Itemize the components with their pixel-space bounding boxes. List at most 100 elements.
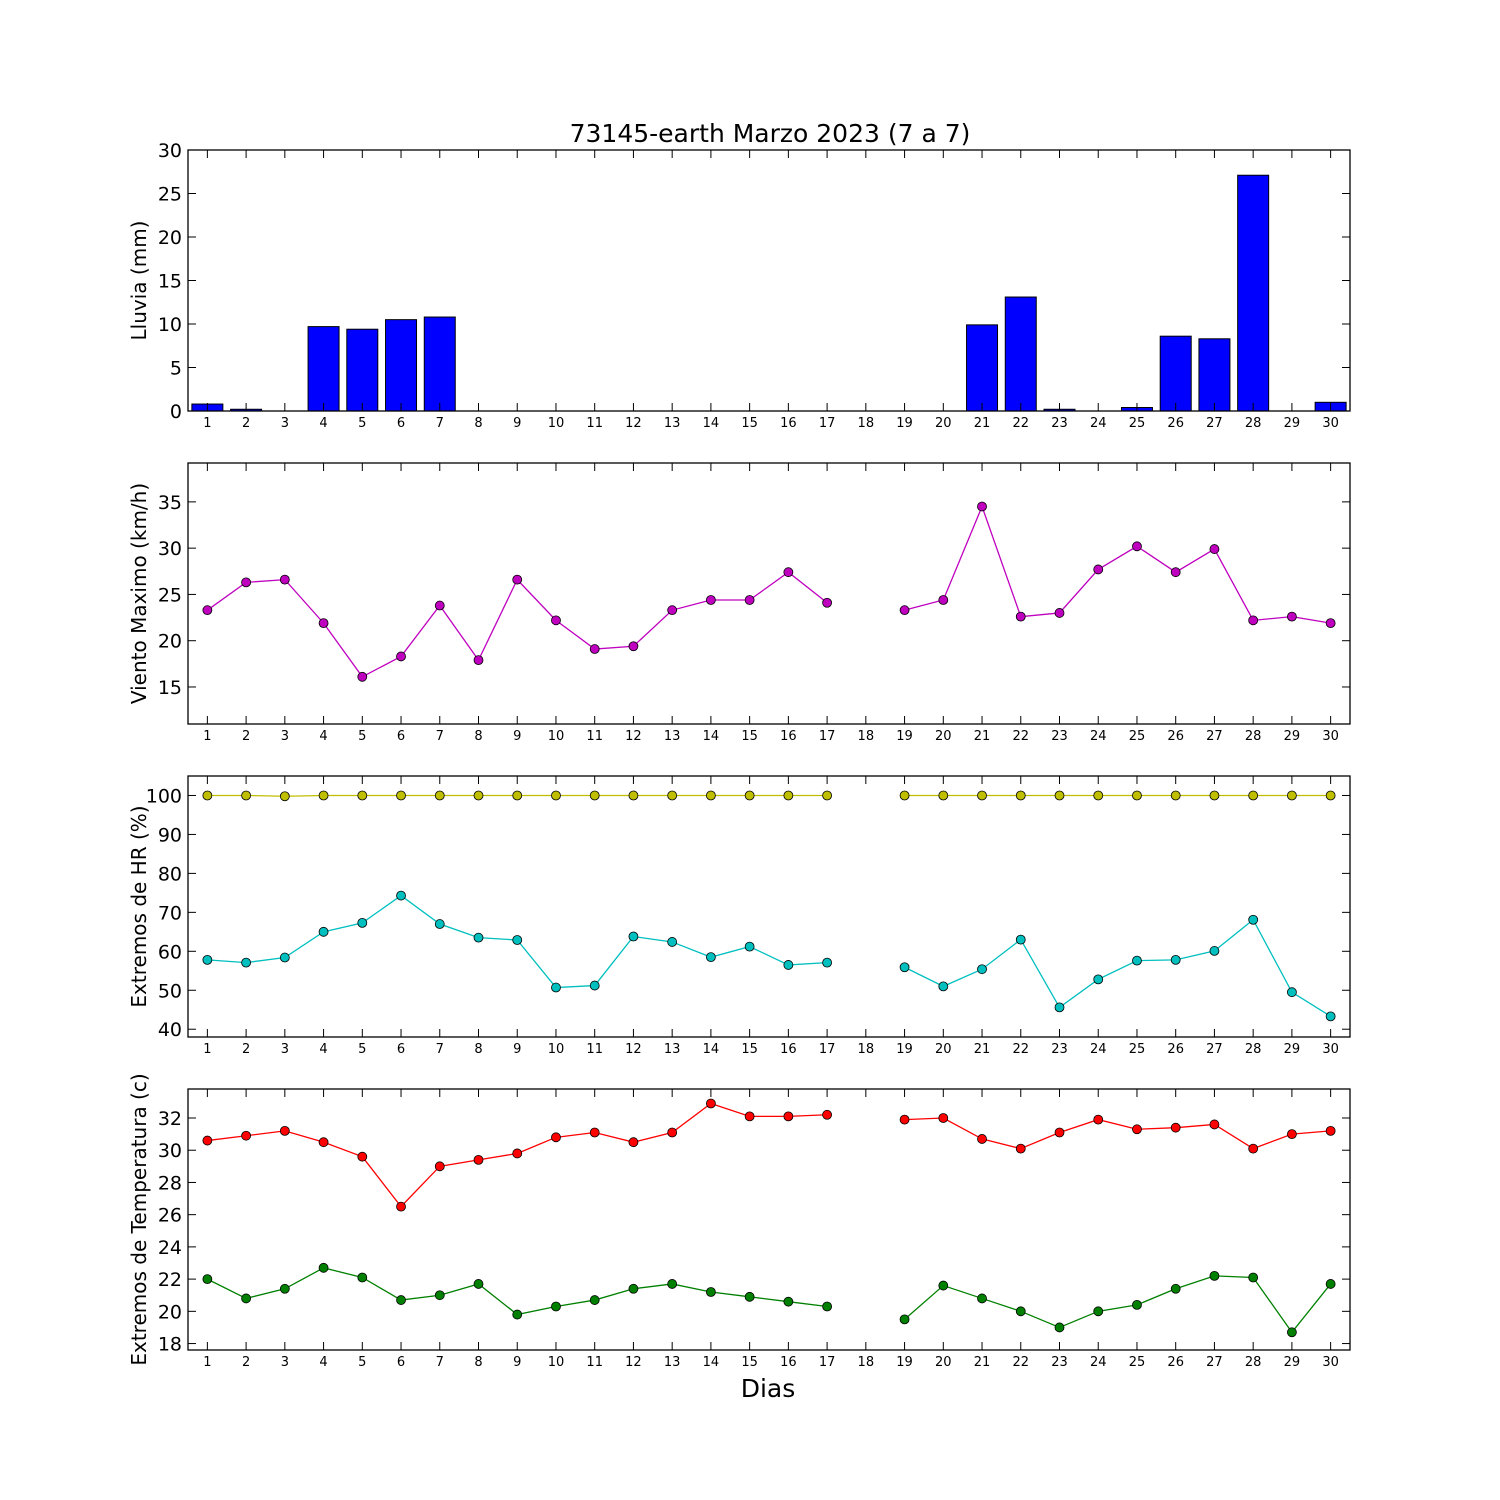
xtick-label-lluvia-17: 17 [819, 416, 836, 431]
point-viento-series-0-day-12 [628, 641, 639, 652]
xtick-label-viento-11: 11 [586, 729, 603, 744]
xtick-label-hr-13: 13 [664, 1042, 681, 1057]
ytick-label-lluvia-15: 15 [158, 271, 182, 293]
point-temperatura-series-1-day-25 [1132, 1299, 1142, 1310]
point-hr-series-0-day-29 [1287, 790, 1297, 801]
xtick-label-lluvia-27: 27 [1206, 416, 1223, 431]
xtick-label-viento-1: 1 [203, 729, 211, 744]
bar-lluvia-day-6 [385, 319, 418, 412]
xtick-label-temperatura-2: 2 [242, 1355, 250, 1370]
xtick-label-temperatura-23: 23 [1051, 1355, 1068, 1370]
xtick-label-lluvia-22: 22 [1012, 416, 1029, 431]
point-hr-series-0-day-9 [512, 790, 523, 801]
point-hr-series-1-day-29 [1287, 987, 1297, 998]
point-temperatura-series-1-day-16 [783, 1296, 794, 1307]
xtick-label-hr-29: 29 [1284, 1042, 1301, 1057]
point-viento-series-0-day-25 [1132, 541, 1142, 552]
point-temperatura-series-0-day-24 [1093, 1114, 1104, 1125]
point-temperatura-series-0-day-20 [938, 1113, 949, 1123]
point-viento-series-0-day-10 [551, 615, 561, 626]
point-temperatura-series-0-day-15 [744, 1111, 755, 1122]
xtick-label-temperatura-14: 14 [703, 1355, 720, 1370]
point-hr-series-0-day-19 [899, 790, 910, 801]
xtick-label-viento-30: 30 [1322, 729, 1339, 744]
point-hr-series-1-day-10 [551, 982, 561, 993]
point-temperatura-series-0-day-2 [241, 1130, 252, 1141]
xtick-label-temperatura-9: 9 [513, 1355, 521, 1370]
point-temperatura-series-1-day-28 [1248, 1272, 1259, 1283]
point-hr-series-0-day-15 [744, 790, 755, 801]
point-hr-series-1-day-15 [744, 941, 755, 952]
xtick-label-hr-9: 9 [513, 1042, 521, 1057]
xtick-label-lluvia-11: 11 [586, 416, 603, 431]
point-temperatura-series-1-day-3 [279, 1283, 290, 1294]
point-temperatura-series-0-day-3 [279, 1125, 290, 1136]
xtick-label-hr-12: 12 [625, 1042, 642, 1057]
ytick-label-temperatura-28: 28 [158, 1172, 182, 1194]
xtick-label-hr-1: 1 [203, 1042, 211, 1057]
ytick-label-hr-80: 80 [158, 863, 182, 885]
xtick-label-temperatura-28: 28 [1245, 1355, 1262, 1370]
xtick-label-viento-9: 9 [513, 729, 521, 744]
point-temperatura-series-1-day-22 [1015, 1306, 1026, 1317]
point-temperatura-series-0-day-10 [551, 1132, 561, 1143]
xtick-label-hr-14: 14 [703, 1042, 720, 1057]
xtick-label-hr-20: 20 [935, 1042, 952, 1057]
point-viento-series-0-day-2 [241, 577, 252, 588]
point-hr-series-0-day-22 [1015, 790, 1026, 801]
xtick-label-lluvia-24: 24 [1090, 416, 1107, 431]
point-hr-series-0-day-23 [1054, 790, 1065, 801]
point-hr-series-0-day-5 [357, 790, 368, 801]
xtick-label-temperatura-12: 12 [625, 1355, 642, 1370]
xtick-label-temperatura-7: 7 [436, 1355, 444, 1370]
xtick-label-temperatura-6: 6 [397, 1355, 405, 1370]
point-hr-series-0-day-8 [473, 790, 484, 801]
point-hr-series-0-day-4 [318, 790, 329, 801]
point-hr-series-1-day-7 [434, 919, 445, 929]
xtick-label-temperatura-22: 22 [1012, 1355, 1029, 1370]
xtick-label-hr-27: 27 [1206, 1042, 1223, 1057]
point-hr-series-0-day-13 [667, 790, 678, 801]
point-temperatura-series-0-day-27 [1209, 1119, 1220, 1130]
line-temperatura-series-0-segment-1 [904, 1117, 1331, 1150]
xtick-label-temperatura-3: 3 [281, 1355, 289, 1370]
ytick-label-hr-70: 70 [158, 902, 182, 924]
xtick-label-temperatura-4: 4 [319, 1355, 327, 1370]
ytick-label-viento-30: 30 [158, 538, 182, 560]
point-viento-series-0-day-19 [899, 605, 910, 616]
point-hr-series-1-day-28 [1248, 914, 1259, 925]
point-temperatura-series-1-day-6 [396, 1295, 406, 1305]
point-viento-series-0-day-17 [822, 597, 832, 608]
bar-lluvia-day-27 [1198, 338, 1231, 412]
point-viento-series-0-day-23 [1054, 608, 1065, 618]
xtick-label-lluvia-18: 18 [858, 416, 875, 431]
ytick-label-temperatura-22: 22 [158, 1269, 182, 1291]
point-viento-series-0-day-29 [1287, 611, 1297, 622]
point-temperatura-series-1-day-8 [473, 1279, 484, 1289]
xtick-label-lluvia-19: 19 [896, 416, 913, 431]
point-temperatura-series-0-day-23 [1054, 1127, 1065, 1138]
point-temperatura-series-0-day-22 [1015, 1143, 1026, 1154]
point-temperatura-series-1-day-1 [202, 1274, 213, 1285]
xtick-label-temperatura-11: 11 [586, 1355, 603, 1370]
point-hr-series-0-day-3 [279, 791, 290, 802]
xtick-label-lluvia-25: 25 [1129, 416, 1146, 431]
point-hr-series-1-day-19 [899, 962, 910, 973]
xtick-label-hr-17: 17 [819, 1042, 836, 1057]
xtick-label-hr-26: 26 [1167, 1042, 1184, 1057]
point-hr-series-0-day-6 [396, 790, 406, 801]
ytick-label-temperatura-30: 30 [158, 1140, 182, 1162]
bar-lluvia-day-21 [966, 324, 999, 412]
xtick-label-viento-15: 15 [741, 729, 758, 744]
xtick-label-viento-22: 22 [1012, 729, 1029, 744]
point-viento-series-0-day-1 [202, 605, 213, 616]
point-temperatura-series-1-day-7 [434, 1290, 445, 1301]
point-hr-series-0-day-28 [1248, 790, 1259, 801]
ytick-label-temperatura-24: 24 [158, 1237, 182, 1259]
xtick-label-hr-4: 4 [319, 1042, 327, 1057]
point-hr-series-1-day-9 [512, 935, 523, 945]
xtick-label-lluvia-2: 2 [242, 416, 250, 431]
point-hr-series-0-day-30 [1325, 790, 1336, 801]
point-viento-series-0-day-22 [1015, 611, 1026, 622]
